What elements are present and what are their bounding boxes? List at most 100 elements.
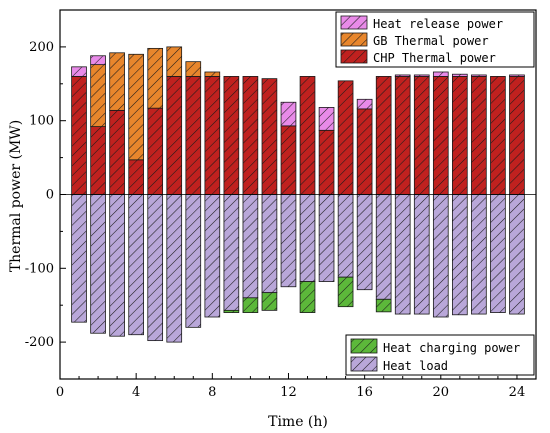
bar-heat-load-t22 — [471, 194, 487, 315]
legend-label-heat-load: Heat load — [383, 359, 448, 373]
legend-swatch-heat-release-power — [340, 15, 368, 30]
legend-swatch-gb-thermal-power — [340, 32, 368, 47]
bar-chp-thermal-power-t22 — [471, 76, 487, 195]
bar-heat-load-t23 — [490, 194, 506, 313]
bar-heat-charging-power-t15 — [337, 276, 354, 308]
bar-chp-thermal-power-t8 — [204, 76, 221, 195]
bar-heat-release-power-t24 — [509, 74, 525, 77]
bar-heat-load-t5 — [147, 194, 164, 342]
bar-chp-thermal-power-t10 — [242, 76, 259, 195]
legend-label-chp-thermal-power: CHP Thermal power — [373, 51, 496, 65]
x-tick-label: 0 — [56, 385, 64, 400]
legend-label-heat-release-power: Heat release power — [373, 17, 503, 31]
bar-chp-thermal-power-t4 — [128, 159, 144, 195]
bar-chp-thermal-power-t6 — [166, 76, 183, 195]
legend-label-gb-thermal-power: GB Thermal power — [373, 34, 489, 48]
bar-heat-charging-power-t17 — [375, 298, 392, 313]
bar-chp-thermal-power-t18 — [394, 76, 411, 195]
bar-gb-thermal-power-t5 — [147, 47, 164, 109]
y-axis-title: Thermal power (MW) — [8, 120, 24, 272]
bar-chp-thermal-power-t1 — [71, 76, 87, 195]
bar-chp-thermal-power-t17 — [375, 76, 392, 195]
bar-chp-thermal-power-t12 — [280, 125, 297, 195]
bar-heat-load-t9 — [223, 194, 240, 311]
bar-heat-load-t6 — [166, 194, 183, 343]
y-tick-label: 200 — [29, 40, 54, 55]
bar-chp-thermal-power-t16 — [356, 108, 373, 195]
bar-heat-load-t15 — [337, 194, 354, 278]
bar-heat-release-power-t18 — [394, 74, 411, 77]
legend-swatch-chp-thermal-power — [340, 49, 368, 64]
bar-heat-load-t24 — [509, 194, 525, 315]
bar-heat-load-t2 — [90, 194, 106, 334]
bar-heat-load-t7 — [185, 194, 202, 328]
bar-chp-thermal-power-t15 — [337, 80, 354, 195]
x-axis-title: Time (h) — [268, 414, 328, 430]
bar-heat-load-t11 — [261, 194, 278, 294]
bar-gb-thermal-power-t3 — [109, 52, 125, 111]
bar-heat-load-t20 — [432, 194, 449, 318]
bar-heat-load-t4 — [128, 194, 144, 336]
y-tick-label: -100 — [25, 261, 54, 276]
bar-gb-thermal-power-t2 — [90, 64, 106, 128]
bar-heat-release-power-t21 — [452, 73, 468, 77]
bar-heat-load-t14 — [318, 194, 335, 282]
x-tick-label: 8 — [208, 385, 216, 400]
legend-label-heat-charging-power: Heat charging power — [383, 341, 520, 355]
x-tick-label: 12 — [280, 385, 297, 400]
bar-chp-thermal-power-t20 — [432, 76, 449, 195]
bar-heat-load-t13 — [299, 194, 316, 282]
bars-layer — [71, 46, 525, 343]
bar-gb-thermal-power-t8 — [204, 71, 221, 77]
bar-heat-load-t8 — [204, 194, 221, 318]
legend-bottom-right: Heat charging power Heat load — [345, 334, 535, 376]
bar-heat-charging-power-t10 — [242, 297, 259, 313]
x-tick-label: 4 — [132, 385, 140, 400]
bar-chp-thermal-power-t2 — [90, 126, 106, 195]
y-tick-label: -200 — [25, 335, 54, 350]
bar-chp-thermal-power-t23 — [490, 76, 506, 195]
bar-chp-thermal-power-t19 — [413, 76, 430, 195]
y-tick-label: 100 — [29, 114, 54, 129]
bar-heat-release-power-t16 — [356, 98, 373, 110]
bar-heat-release-power-t14 — [318, 107, 335, 131]
bar-heat-release-power-t12 — [280, 101, 297, 127]
legend-layer: Heat release power GB Thermal power CHP Th… — [335, 11, 535, 376]
bar-heat-load-t12 — [280, 194, 297, 288]
bar-heat-load-t18 — [394, 194, 411, 315]
bar-heat-load-t3 — [109, 194, 125, 337]
bar-chp-thermal-power-t7 — [185, 76, 202, 195]
bar-chp-thermal-power-t3 — [109, 109, 125, 195]
legend-swatch-heat-load — [350, 356, 378, 372]
x-tick-label: 20 — [433, 385, 450, 400]
legend-box — [335, 11, 535, 68]
bar-gb-thermal-power-t6 — [166, 46, 183, 77]
bar-gb-thermal-power-t7 — [185, 61, 202, 77]
bar-heat-load-t16 — [356, 194, 373, 291]
bar-heat-load-t17 — [375, 194, 392, 300]
bar-heat-charging-power-t9 — [223, 309, 240, 313]
bar-chp-thermal-power-t11 — [261, 78, 278, 195]
bar-chp-thermal-power-t14 — [318, 129, 335, 195]
legend-swatch-heat-charging-power — [350, 338, 378, 354]
bar-heat-load-t1 — [71, 194, 87, 323]
bar-heat-load-t21 — [452, 194, 468, 316]
bar-chp-thermal-power-t21 — [452, 76, 468, 195]
x-tick-label: 24 — [509, 385, 526, 400]
bar-chp-thermal-power-t13 — [299, 76, 316, 195]
bar-heat-release-power-t1 — [71, 66, 87, 77]
bar-heat-release-power-t22 — [471, 74, 487, 77]
bar-heat-charging-power-t11 — [261, 292, 278, 311]
legend-top-right: Heat release power GB Thermal power CHP Th… — [335, 11, 535, 68]
bar-heat-release-power-t20 — [432, 71, 449, 77]
bar-chp-thermal-power-t5 — [147, 107, 164, 195]
x-tick-label: 16 — [356, 385, 373, 400]
bar-chp-thermal-power-t9 — [223, 76, 240, 195]
bar-heat-charging-power-t13 — [299, 281, 316, 313]
bar-chp-thermal-power-t24 — [509, 76, 525, 195]
bar-heat-load-t19 — [413, 194, 430, 315]
bar-heat-load-t10 — [242, 194, 259, 299]
y-tick-label: 0 — [46, 188, 54, 203]
